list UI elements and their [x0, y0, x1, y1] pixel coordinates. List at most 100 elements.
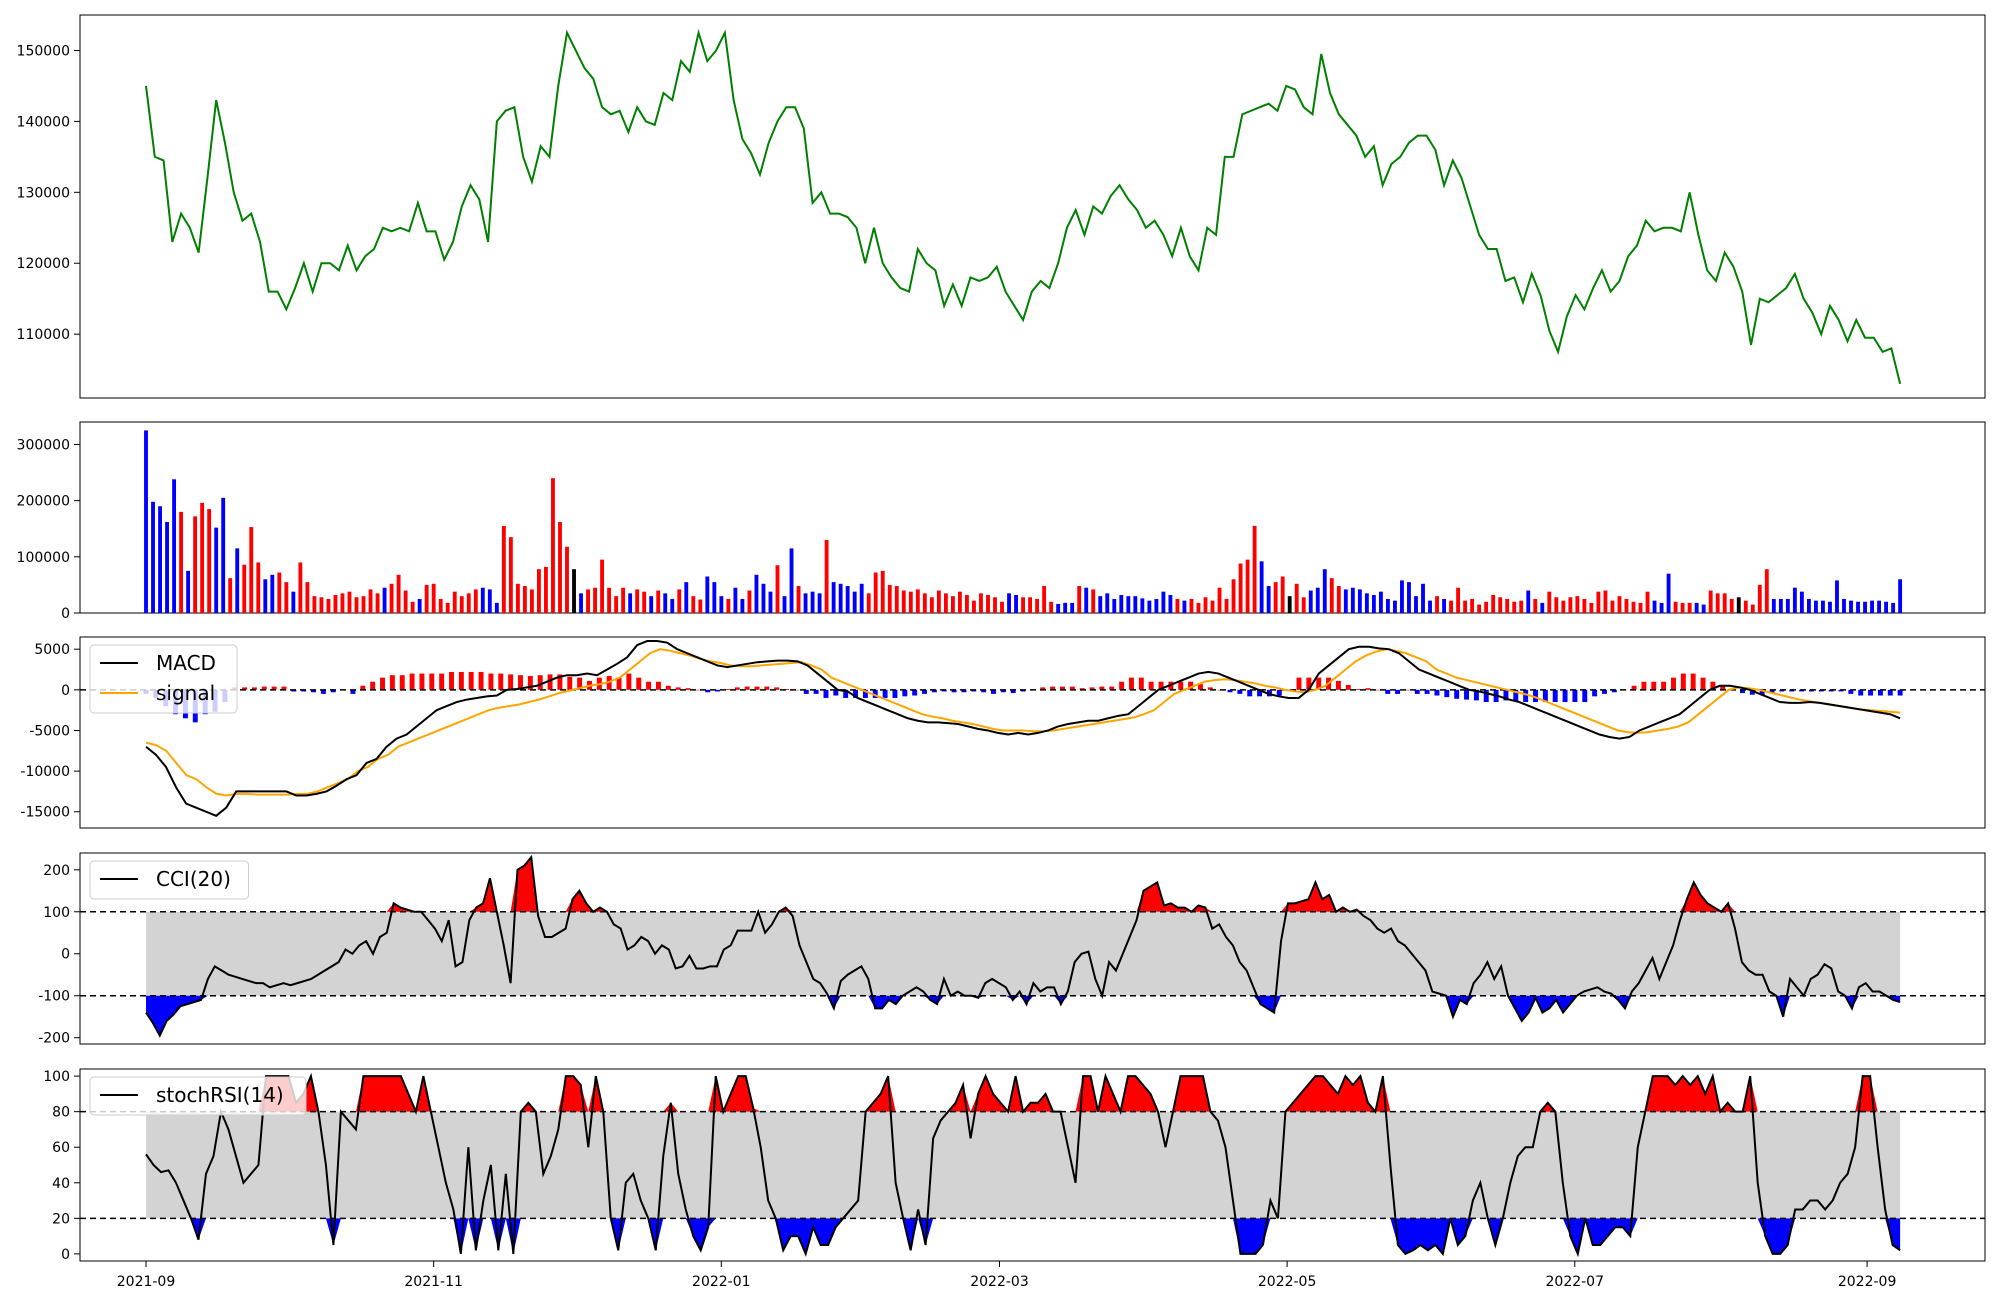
volume-bar — [1435, 596, 1439, 613]
macd-hist-bar — [527, 676, 533, 690]
macd-hist-bar — [518, 675, 523, 690]
macd-hist-bar — [1680, 673, 1686, 690]
macd-hist-bar — [715, 689, 721, 692]
macd-hist-bar — [774, 687, 780, 690]
volume-bar — [887, 584, 892, 613]
macd-hist-bar — [803, 689, 809, 694]
volume-bar — [207, 509, 212, 613]
volume-bar — [628, 593, 633, 613]
macd-hist-bar — [833, 689, 839, 696]
macd-hist-bar — [1789, 689, 1795, 692]
volume-bar — [1084, 587, 1089, 613]
macd-hist-bar — [1769, 689, 1775, 694]
volume-bar — [719, 596, 724, 613]
volume-bar — [1407, 582, 1411, 613]
volume-bar — [1750, 604, 1755, 613]
macd-hist-bar — [1355, 689, 1361, 690]
volume-bar — [452, 591, 457, 613]
macd-hist-bar — [1060, 686, 1065, 690]
macd-hist-bar — [971, 689, 977, 692]
x-axis: 2021-09 2021-11 2022-01 2022-03 2022-05 2022-… — [117, 1261, 1896, 1290]
macd-hist-bar — [1385, 689, 1391, 694]
volume-bar — [1224, 598, 1229, 613]
volume-y-tick-label: 100000 — [17, 550, 70, 566]
macd-y-tick-label: -5000 — [29, 723, 70, 739]
volume-bar — [754, 574, 759, 613]
macd-hist-bar — [1602, 689, 1607, 694]
macd-hist-bar — [547, 674, 553, 690]
volume-bar — [1357, 589, 1362, 613]
macd-hist-bar — [1838, 689, 1844, 692]
macd-hist-bar — [1257, 689, 1263, 697]
volume-bar — [1582, 598, 1587, 613]
volume-y-tick-label: 0 — [61, 606, 70, 622]
macd-hist-bar — [1749, 689, 1755, 695]
macd-hist-bar — [1158, 681, 1164, 690]
volume-bar — [649, 596, 654, 613]
macd-hist-bar — [754, 686, 760, 690]
macd-hist-bar — [1799, 689, 1805, 692]
volume-bar — [1701, 604, 1706, 613]
macd-hist-bar — [951, 689, 957, 693]
macd-hist-bar — [1651, 681, 1657, 690]
volume-bar — [656, 590, 661, 613]
volume-bar — [151, 501, 155, 613]
macd-hist-bar — [311, 689, 317, 693]
macd-hist-bar — [1759, 689, 1765, 695]
macd-hist-bar — [1848, 689, 1854, 694]
volume-bar — [614, 596, 619, 613]
macd-hist-bar — [1365, 688, 1371, 690]
volume-bar — [1842, 598, 1846, 613]
volume-bar — [663, 593, 668, 613]
macd-hist-bar — [1818, 689, 1824, 692]
macd-hist-bar — [1582, 689, 1588, 703]
cci-legend-label: CCI(20) — [156, 867, 231, 891]
stochrsi-y-tick-label: 60 — [52, 1140, 70, 1156]
volume-bar — [1610, 600, 1615, 613]
volume-bar — [1000, 601, 1004, 613]
macd-hist-bar — [695, 689, 701, 691]
volume-bar — [979, 593, 983, 613]
volume-bar — [1729, 598, 1734, 613]
volume-bar — [1540, 602, 1545, 613]
volume-bar — [1547, 591, 1552, 613]
volume-bars — [144, 430, 1903, 613]
volume-bar — [1589, 602, 1594, 613]
volume-bar — [158, 506, 162, 613]
volume-bar — [480, 587, 485, 613]
volume-bar — [410, 601, 415, 613]
volume-bar — [1294, 583, 1299, 613]
macd-hist-bar — [1513, 689, 1519, 702]
volume-bar — [361, 596, 366, 613]
volume-bar — [291, 591, 296, 613]
volume-bar — [1252, 525, 1257, 613]
volume-bar — [1210, 600, 1215, 613]
macd-hist-bar — [626, 673, 632, 690]
macd-hist-bar — [468, 671, 474, 690]
volume-bar — [993, 597, 997, 613]
volume-bar — [1133, 596, 1138, 613]
macd-hist-bar — [882, 689, 888, 698]
volume-bar — [551, 478, 555, 613]
volume-bar — [445, 602, 450, 613]
volume-bar — [200, 502, 205, 613]
macd-hist-bar — [1050, 686, 1056, 690]
volume-bar — [1477, 604, 1482, 613]
volume-bar — [1533, 598, 1538, 613]
volume-bar — [340, 593, 345, 613]
volume-bar — [368, 589, 373, 613]
macd-hist-bar — [498, 673, 504, 690]
volume-bar — [824, 539, 829, 613]
volume-bar — [1322, 569, 1327, 613]
macd-hist-bar — [1562, 689, 1568, 703]
volume-bar — [1105, 593, 1110, 613]
volume-bar — [691, 596, 696, 613]
volume-bar — [775, 565, 780, 613]
volume-bar — [1315, 587, 1320, 613]
cci-y-tick-label: 100 — [43, 905, 70, 921]
volume-bar — [256, 562, 261, 613]
volume-bar — [1673, 601, 1678, 613]
volume-bar — [242, 564, 247, 613]
macd-hist-bar — [744, 686, 750, 690]
